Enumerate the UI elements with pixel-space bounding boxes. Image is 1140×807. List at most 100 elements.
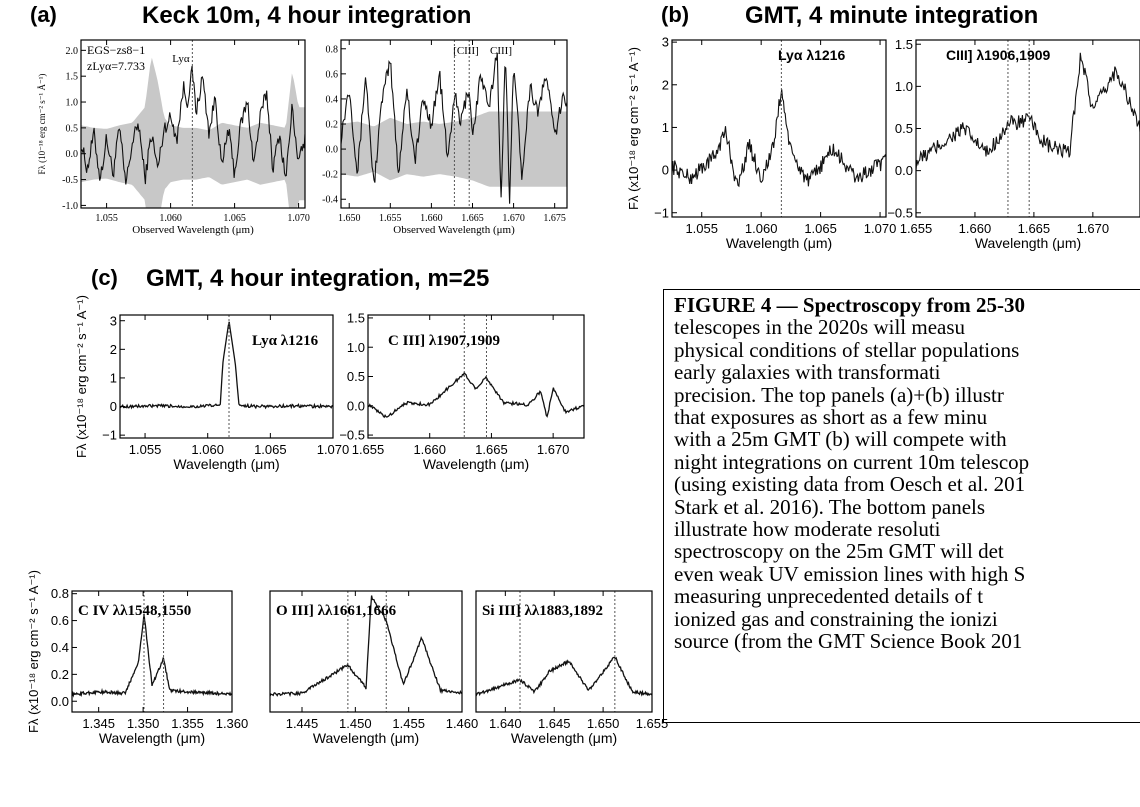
y-tick-label: 1: [110, 370, 117, 385]
x-tick-label: 1.670: [502, 213, 525, 224]
x-tick-label: 1.660: [959, 221, 992, 236]
y-tick-label: 0.4: [51, 640, 69, 655]
x-tick-label: 1.065: [223, 213, 246, 224]
line-annotation: Si III] λλ1883,1892: [482, 603, 603, 619]
y-tick-label: -0.4: [322, 195, 338, 206]
panel-title-b: GMT, 4 minute integration: [745, 2, 1039, 29]
x-tick-label: 1.350: [127, 716, 160, 731]
caption-line: night integrations on current 10m telesc…: [674, 449, 1030, 474]
spectrum-line: [270, 595, 462, 698]
x-tick-label: 1.675: [543, 213, 566, 224]
x-tick-label: 1.650: [338, 213, 361, 224]
x-axis-label: Wavelength (μm): [511, 730, 617, 746]
y-axis-label: Fλ (x10⁻¹⁸ erg cm⁻² s⁻¹ A⁻¹): [74, 295, 89, 458]
y-tick-label: 2: [110, 342, 117, 357]
chart-c1: 1.055 1.060 1.065 1.070 −1 0 1 2 3 Wavelength (μm…: [74, 295, 349, 472]
x-tick-label: 1.060: [745, 221, 778, 236]
x-tick-label: 1.065: [254, 442, 287, 457]
spectrum-line: [120, 321, 333, 410]
y-tick-label: −0.5: [887, 205, 913, 220]
y-tick-label: 1.0: [895, 79, 913, 94]
spectrum-line: [81, 65, 305, 185]
line-annotation: EGS−zs8−1: [87, 43, 145, 57]
x-tick-label: 1.655: [379, 213, 402, 224]
panel-title-c: GMT, 4 hour integration, m=25: [146, 265, 490, 292]
x-tick-label: 1.640: [489, 716, 522, 731]
caption-line: early galaxies with transformati: [674, 360, 941, 385]
caption-line: spectroscopy on the 25m GMT will det: [674, 539, 1004, 564]
x-tick-label: 1.655: [900, 221, 933, 236]
spectrum-line: [341, 52, 567, 204]
x-tick-label: 1.655: [636, 716, 669, 731]
x-axis-label: Wavelength (μm): [726, 235, 832, 251]
x-tick-label: 1.645: [538, 716, 571, 731]
plot-frame: [269, 590, 463, 713]
x-tick-label: 1.070: [287, 213, 310, 224]
x-tick-label: 1.650: [587, 716, 620, 731]
chart-a2: 1.650 1.655 1.660 1.665 1.670 1.675 -0.4 -0.2 0.…: [322, 39, 568, 236]
y-tick-label: 0: [110, 399, 117, 414]
spectrum-line: [916, 52, 1140, 171]
spectrum-line: [368, 371, 584, 419]
y-tick-label: 0.2: [51, 667, 69, 682]
line-annotation: C IV λλ1548,1550: [78, 603, 191, 619]
x-tick-label: 1.345: [82, 716, 115, 731]
chart-b2: 1.655 1.660 1.665 1.670 −0.5 0.0 0.5 1.0 1.5 Wave…: [887, 37, 1140, 251]
y-tick-label: 0.5: [347, 369, 365, 384]
y-tick-label: −1: [654, 205, 669, 220]
y-axis-label: Fλ (10⁻¹⁸ erg cm⁻² s⁻¹ Å⁻¹): [37, 74, 47, 175]
caption-line: source (from the GMT Science Book 201: [674, 629, 1023, 654]
x-tick-label: 1.060: [159, 213, 182, 224]
y-tick-label: 0.6: [326, 69, 339, 80]
x-tick-label: 1.450: [339, 716, 372, 731]
y-tick-label: 0.0: [66, 149, 79, 160]
x-tick-label: 1.070: [317, 442, 350, 457]
x-axis-label: Wavelength (μm): [423, 456, 529, 472]
line-annotation: O III] λλ1661,1666: [276, 603, 397, 619]
y-tick-label: 0.0: [51, 694, 69, 709]
x-tick-label: 1.670: [1077, 221, 1110, 236]
line-annotation: [CIII]: [453, 45, 479, 57]
noise-band: [81, 57, 305, 208]
x-axis-label: Wavelength (μm): [313, 730, 419, 746]
y-tick-label: 1.0: [66, 98, 79, 109]
chart-d3: 1.640 1.645 1.650 1.655 Wavelength (μm) Si II…: [475, 590, 669, 746]
caption-line: measuring unprecedented details of t: [674, 584, 984, 609]
line-annotation: CIII] λ1906,1909: [946, 47, 1051, 63]
chart-d1: 1.345 1.350 1.355 1.360 0.0 0.2 0.4 0.6 0.8 Wavel…: [26, 570, 248, 746]
y-tick-label: 1.0: [347, 340, 365, 355]
y-tick-label: 0.4: [326, 94, 339, 105]
x-tick-label: 1.355: [171, 716, 204, 731]
x-tick-label: 1.055: [95, 213, 118, 224]
x-tick-label: 1.665: [1018, 221, 1051, 236]
caption-line: precision. The top panels (a)+(b) illust…: [674, 382, 1004, 407]
caption-line: telescopes in the 2020s will measu: [674, 315, 966, 340]
line-annotation: Lyα: [172, 53, 190, 65]
caption-line: (using existing data from Oesch et al. 2…: [674, 472, 1026, 497]
plot-frame: [119, 314, 334, 439]
x-tick-label: 1.660: [413, 442, 446, 457]
y-tick-label: 1: [662, 120, 669, 135]
y-tick-label: 0.0: [326, 145, 339, 156]
y-tick-label: 2.0: [66, 46, 79, 57]
caption-line: with a 25m GMT (b) will compete with: [674, 427, 1007, 452]
spectrum-line: [476, 656, 652, 697]
y-tick-label: -0.5: [62, 175, 78, 186]
x-tick-label: 1.070: [864, 221, 897, 236]
chart-d2: 1.445 1.450 1.455 1.460 Wavelength (μm) O III…: [269, 590, 479, 746]
y-tick-label: 0.2: [326, 120, 339, 131]
x-tick-label: 1.460: [446, 716, 479, 731]
x-tick-label: 1.665: [461, 213, 484, 224]
y-tick-label: 1.5: [347, 310, 365, 325]
x-axis-label: Observed Wavelength (μm): [393, 224, 515, 236]
panel-title-a: Keck 10m, 4 hour integration: [142, 2, 472, 29]
x-tick-label: 1.670: [537, 442, 570, 457]
figure-caption: FIGURE 4 — Spectroscopy from 25-30 teles…: [663, 289, 1140, 723]
x-axis-label: Observed Wavelength (μm): [132, 224, 254, 236]
spectrum-line: [672, 89, 886, 188]
caption-line: ionized gas and constraining the ionizi: [674, 606, 998, 631]
y-tick-label: 0.5: [895, 121, 913, 136]
y-axis-label: Fλ (x10⁻¹⁸ erg cm⁻² s⁻¹ A⁻¹): [626, 47, 641, 210]
y-tick-label: 1.5: [895, 37, 913, 52]
